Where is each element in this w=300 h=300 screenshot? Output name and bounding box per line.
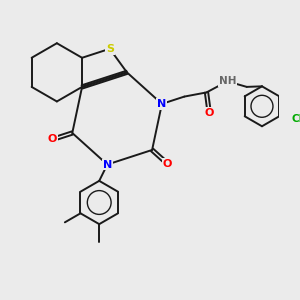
Text: O: O [48, 134, 57, 144]
Text: N: N [103, 160, 112, 170]
Text: NH: NH [219, 76, 236, 86]
Text: O: O [163, 159, 172, 169]
Text: S: S [106, 44, 114, 54]
Text: Cl: Cl [291, 114, 300, 124]
Text: O: O [205, 108, 214, 118]
Text: N: N [157, 99, 167, 109]
